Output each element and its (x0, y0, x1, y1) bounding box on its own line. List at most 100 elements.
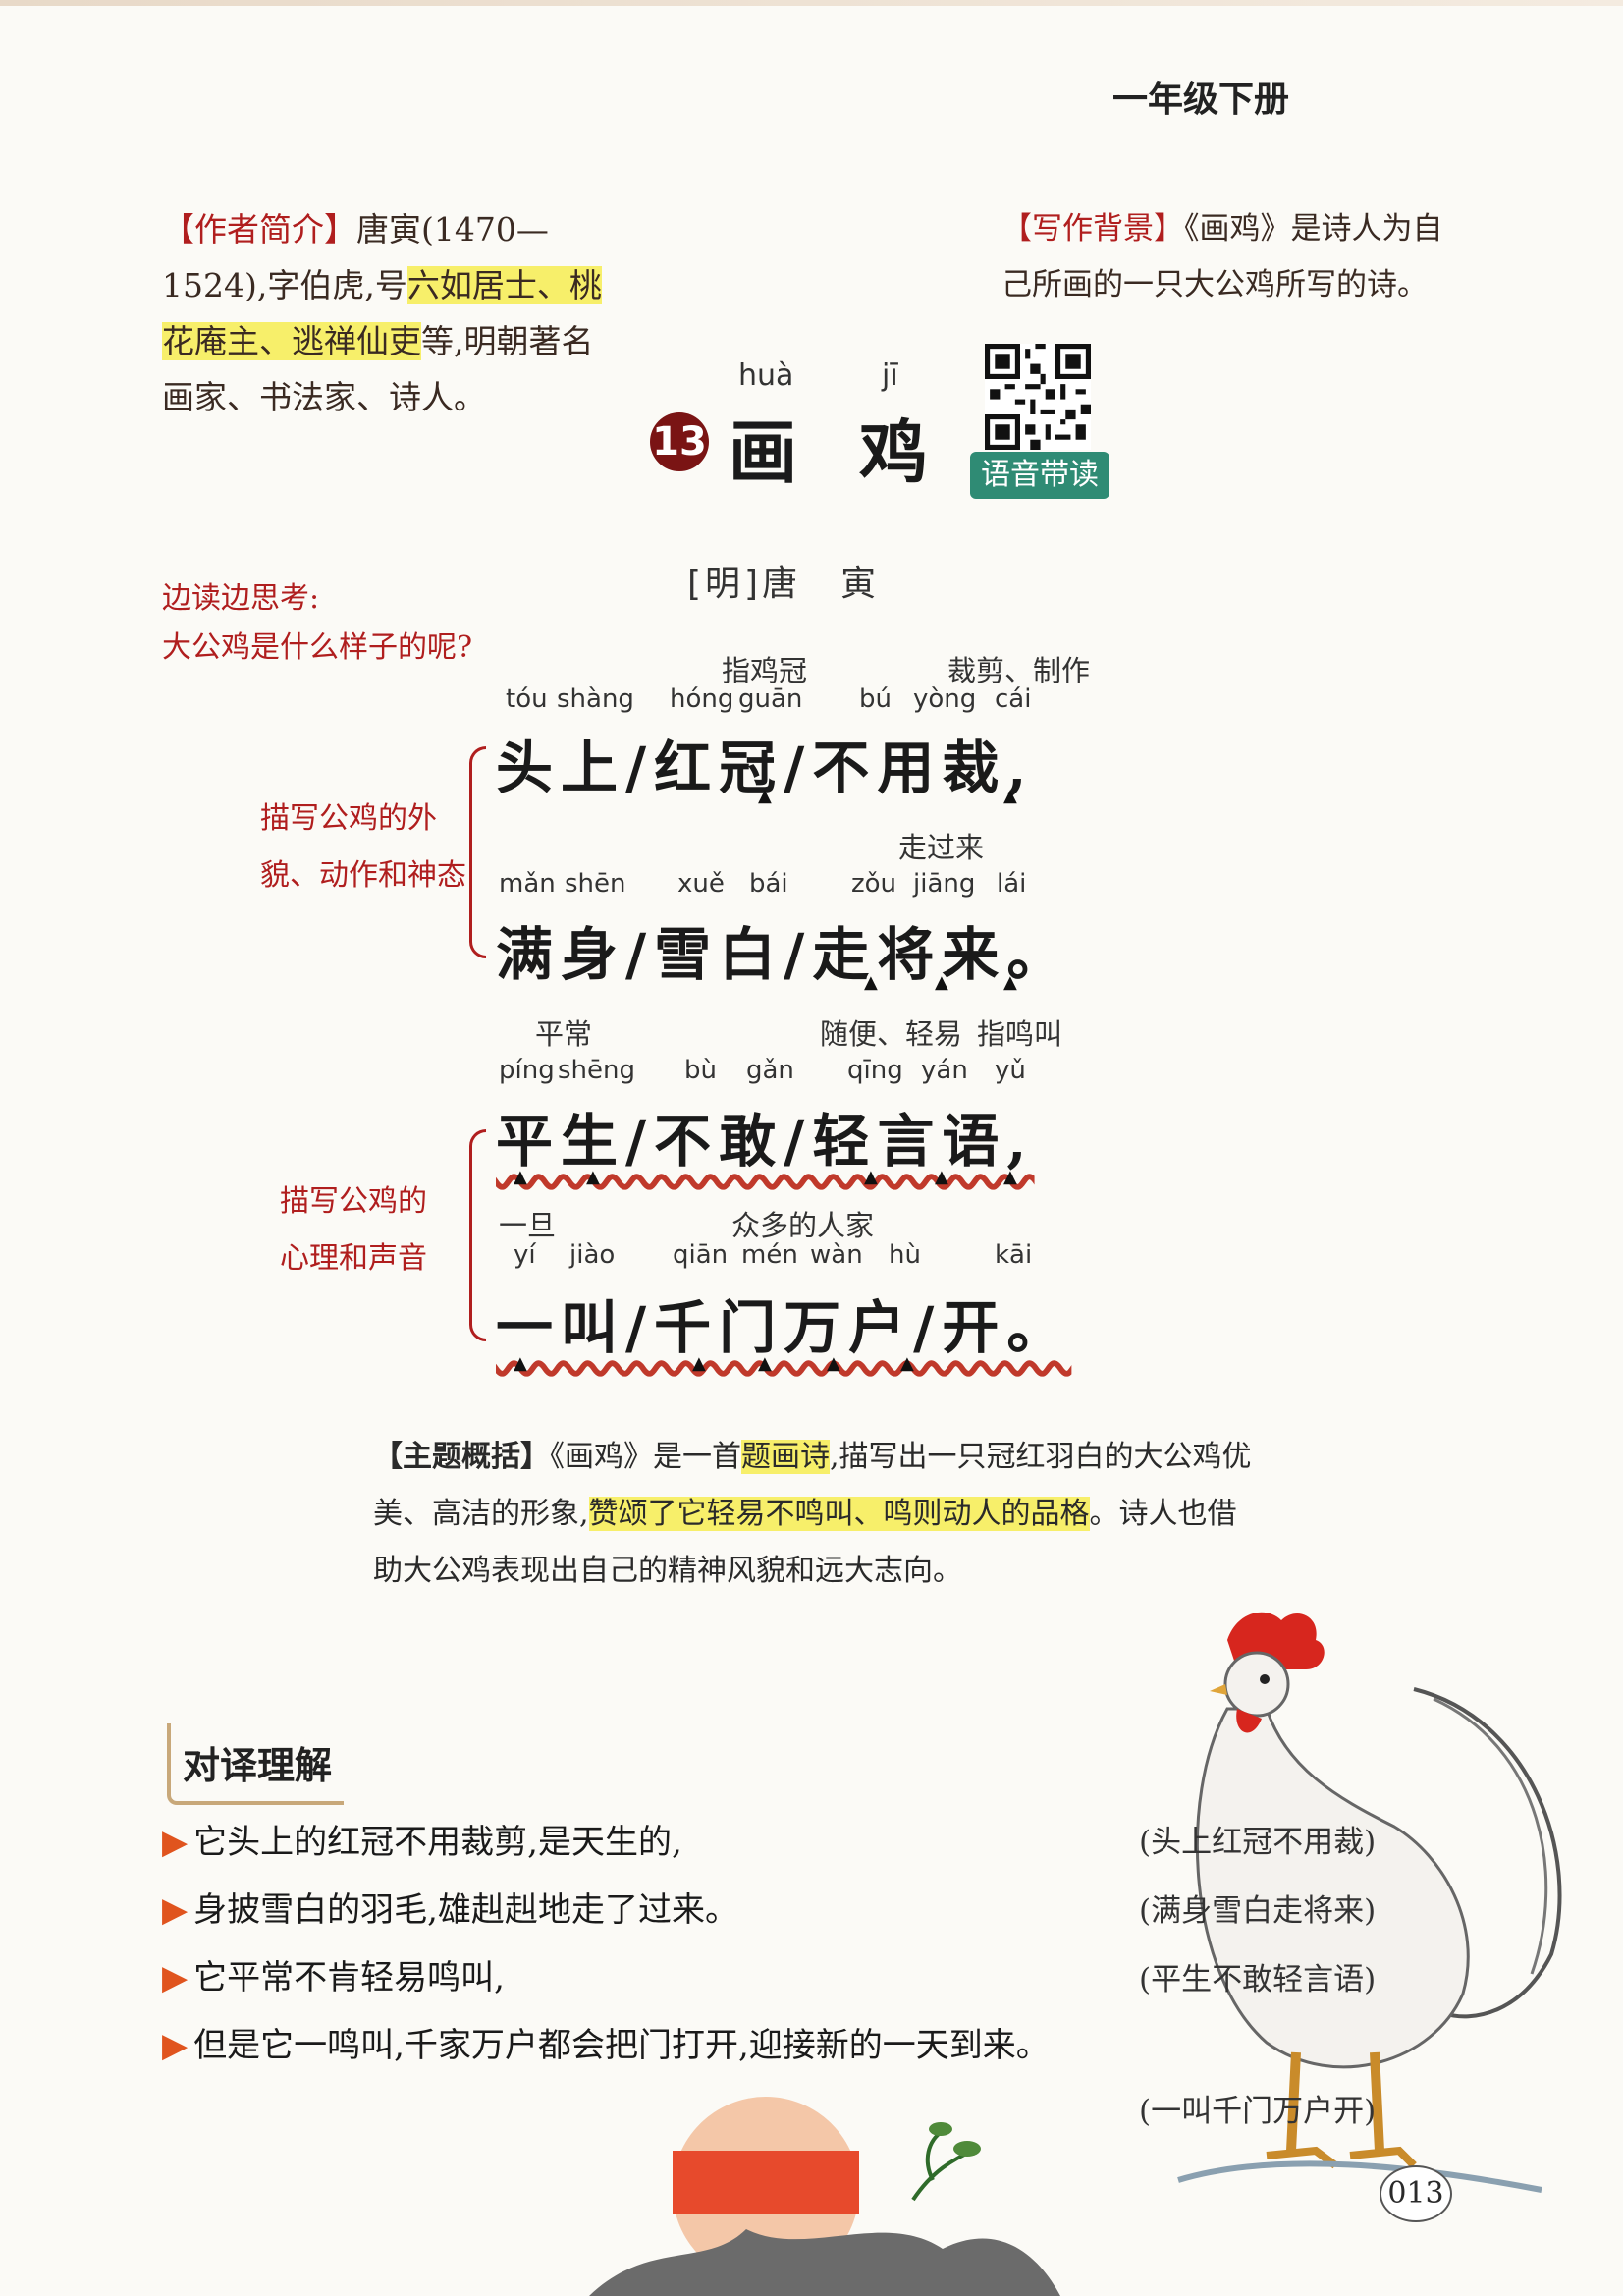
translation-original: (头上红冠不用裁) (1139, 1825, 1377, 1860)
poem-pinyin: lái (997, 869, 1027, 899)
translation-modern: 身披雪白的羽毛,雄赳赳地走了过来。 (193, 1890, 738, 1930)
theme-summary-text: 。诗人也借助大公鸡表现出自己的精神风貌和远大志向。 (373, 1497, 1237, 1588)
key-word-marker: ▲ (692, 1353, 706, 1374)
key-word-marker: ▲ (514, 1353, 527, 1374)
bracket-divider (469, 746, 486, 958)
poem-line-1: 头上/红冠/不用裁, (496, 735, 1035, 801)
poem-pinyin: jiào (569, 1240, 616, 1270)
poem-pinyin: shēn (565, 869, 626, 899)
side-note-psychology: 描写公鸡的 心理和声音 (280, 1174, 427, 1287)
key-word-marker: ▲ (1003, 786, 1017, 806)
side-note-line: 描写公鸡的外 (260, 801, 437, 836)
poem-note: 平常 (535, 1017, 593, 1051)
audio-reading-button[interactable]: 语音带读 (970, 452, 1109, 499)
arrow-right-icon: ▶ (162, 1958, 189, 1997)
translation-line: ▶ 它平常不肯轻易鸣叫, (162, 1950, 505, 1998)
poem-pinyin: yǔ (995, 1056, 1026, 1085)
writing-background-text: 《画鸡》是诗人为自己所画的一只大公鸡所写的诗。 (1001, 211, 1443, 302)
poem-note: 指鸡冠 (722, 654, 808, 687)
poem-note: 指鸣叫 (977, 1017, 1063, 1051)
poem-note: 随便、轻易 (820, 1017, 963, 1051)
poem-pinyin: yán (921, 1056, 968, 1085)
key-word-marker: ▲ (758, 786, 772, 806)
poem-pinyin: hù (889, 1240, 921, 1270)
poem-pinyin: gǎn (746, 1056, 794, 1085)
poem-pinyin: zǒu (851, 869, 897, 899)
key-word-marker: ▲ (864, 1167, 878, 1187)
poem-pinyin: mén (741, 1240, 798, 1270)
poem-line-4: 一叫/千门万户/开。 (496, 1294, 1072, 1361)
poem-pinyin: qīng (847, 1056, 903, 1085)
title-char-1: 画 (729, 411, 797, 493)
bracket-divider (469, 1129, 486, 1341)
key-word-marker: ▲ (758, 1353, 772, 1374)
poem-pinyin: xuě (677, 869, 725, 899)
poem-pinyin: mǎn (499, 869, 556, 899)
arrow-right-icon: ▶ (162, 2026, 189, 2065)
lesson-number: 13 (650, 412, 709, 471)
author-intro: 【作者简介】唐寅(1470—1524),字伯虎,号六如居士、桃花庵主、逃禅仙吏等… (162, 201, 623, 425)
writing-background: 【写作背景】《画鸡》是诗人为自己所画的一只大公鸡所写的诗。 (1001, 201, 1463, 313)
side-note-appearance: 描写公鸡的外 貌、动作和神态 (260, 791, 466, 904)
author-intro-text-a: 唐寅(1470—1524),字伯虎,号 (162, 210, 549, 304)
theme-summary-highlight: 赞颂了它轻易不鸣叫、鸣则动人的品格 (588, 1497, 1090, 1531)
translation-line: ▶ 它头上的红冠不用裁剪,是天生的, (162, 1815, 682, 1863)
translation-modern: 但是它一鸣叫,千家万户都会把门打开,迎接新的一天到来。 (193, 2026, 1050, 2065)
sunrise-illustration-icon (589, 2097, 1060, 2296)
key-word-marker: ▲ (935, 972, 948, 993)
title-pinyin-1: huà (738, 358, 794, 393)
page-number: 013 (1380, 2165, 1452, 2222)
poem-pinyin: cái (995, 684, 1032, 714)
key-word-marker: ▲ (827, 1353, 840, 1374)
poem-note: 众多的人家 (731, 1209, 875, 1242)
poem-pinyin: bái (749, 869, 788, 899)
grade-label: 一年级下册 (1111, 80, 1289, 120)
theme-summary-text: 《画鸡》是一首 (550, 1440, 741, 1474)
poem-pinyin: jiāng (913, 869, 976, 899)
key-word-marker: ▲ (1003, 1167, 1017, 1187)
theme-summary-tag: 【主题概括】 (373, 1440, 550, 1474)
thinking-prompt-line2: 大公鸡是什么样子的呢? (162, 630, 473, 665)
poem-pinyin: yòng (913, 684, 977, 714)
translation-modern: 它头上的红冠不用裁剪,是天生的, (193, 1823, 682, 1862)
poem-pinyin: hóng (670, 684, 734, 714)
poem-note: 裁剪、制作 (947, 654, 1091, 687)
poem-line-2: 满身/雪白/走将来。 (496, 921, 1072, 988)
poem-pinyin: tóu (506, 684, 548, 714)
poem-pinyin: bú (859, 684, 892, 714)
poem-pinyin: wàn (810, 1240, 863, 1270)
translation-original: (一叫千门万户开) (1139, 2094, 1377, 2129)
writing-background-tag: 【写作背景】 (1001, 211, 1184, 246)
poem-pinyin: píng (499, 1056, 555, 1085)
poem-line-3: 平生/不敢/轻言语, (496, 1108, 1035, 1175)
side-note-line: 心理和声音 (280, 1241, 427, 1276)
poem-pinyin: yí (514, 1240, 536, 1270)
poem-pinyin: kāi (995, 1240, 1033, 1270)
poem-pinyin: qiān (673, 1240, 729, 1270)
section-label-translation: 对译理解 (167, 1723, 345, 1805)
key-word-marker: ▲ (935, 1167, 948, 1187)
poem-pinyin: bù (684, 1056, 717, 1085)
translation-modern: 它平常不肯轻易鸣叫, (193, 1958, 505, 1997)
translation-original: (满身雪白走将来) (1139, 1893, 1377, 1929)
arrow-right-icon: ▶ (162, 1890, 189, 1930)
key-word-marker: ▲ (864, 972, 878, 993)
title-pinyin-2: jī (882, 358, 898, 393)
page-top-border (0, 0, 1623, 6)
qr-code-icon[interactable] (985, 344, 1091, 450)
author-intro-text-b: 等,明朝著名画家、书法家、诗人。 (162, 322, 594, 416)
poem-note: 走过来 (898, 831, 985, 864)
key-word-marker: ▲ (514, 1167, 527, 1187)
poem-pinyin: shēng (558, 1056, 636, 1085)
poem-author: [明]唐 寅 (687, 564, 881, 604)
arrow-right-icon: ▶ (162, 1823, 189, 1862)
poem-note: 一旦 (499, 1209, 557, 1242)
translation-line: ▶ 身披雪白的羽毛,雄赳赳地走了过来。 (162, 1883, 738, 1931)
side-note-line: 貌、动作和神态 (260, 858, 466, 893)
translation-line: ▶ 但是它一鸣叫,千家万户都会把门打开,迎接新的一天到来。 (162, 2018, 1050, 2066)
thinking-prompt-line1: 边读边思考: (162, 581, 320, 616)
rooster-illustration-icon (1177, 1612, 1562, 2193)
theme-summary-highlight: 题画诗 (741, 1440, 830, 1474)
theme-summary: 【主题概括】《画鸡》是一首题画诗,描写出一只冠红羽白的大公鸡优美、高洁的形象,赞… (373, 1429, 1257, 1600)
key-word-marker: ▲ (1003, 972, 1017, 993)
